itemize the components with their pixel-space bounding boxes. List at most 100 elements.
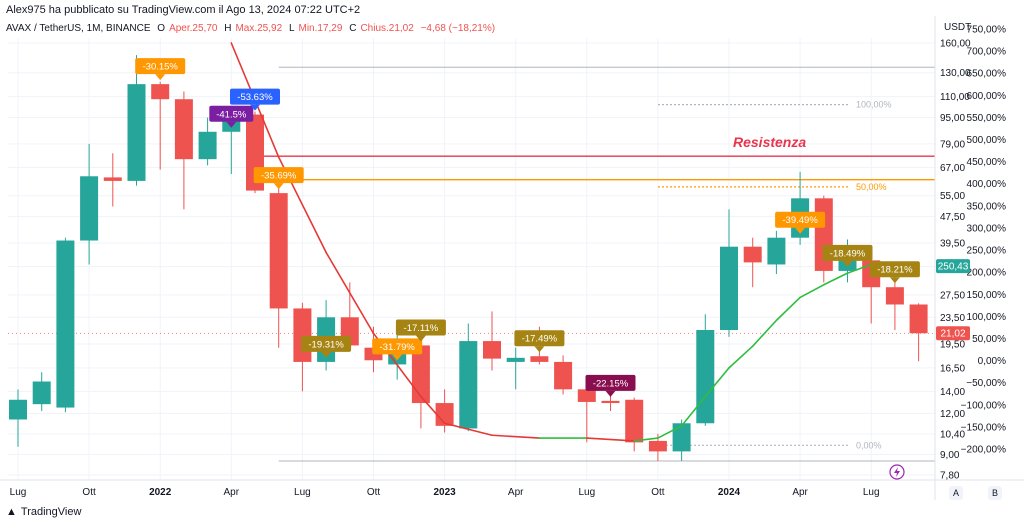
candle-body <box>293 308 312 362</box>
ma-segment <box>680 395 707 427</box>
x-tick-label: Lug <box>863 487 880 498</box>
lightning-icon <box>889 464 905 480</box>
y2-tick-label: 200,00% <box>967 268 1007 279</box>
callout-label: -35.69% <box>261 171 297 182</box>
ma-segment <box>325 251 375 335</box>
symbol-legend: AVAX / TetherUS, 1M, BINANCE O Aper.25,70… <box>6 23 499 34</box>
y-tick-label: 55,00 <box>940 191 965 202</box>
callout-box <box>301 335 352 352</box>
tradingview-icon: ▲ <box>6 506 17 518</box>
brand-name: TradingView <box>20 506 82 518</box>
tradingview-logo[interactable]: ▲ TradingView <box>6 506 81 518</box>
candle-body <box>648 440 667 452</box>
y2-tick-label: 700,00% <box>967 47 1007 58</box>
callout-box <box>230 88 280 105</box>
candle-body <box>56 240 75 408</box>
callout-label: -31.79% <box>380 342 416 353</box>
high-value: Max.25,92 <box>235 23 283 34</box>
y-tick-label: 67,00 <box>940 163 965 174</box>
callout-label: -41.5% <box>216 109 247 120</box>
callout-label: -18.21% <box>877 265 913 276</box>
candle-body <box>506 357 525 362</box>
close-label: C <box>349 23 357 34</box>
y2-tick-label: 600,00% <box>967 91 1007 102</box>
callout-box <box>253 167 304 184</box>
y2-tick-label: −150,00% <box>961 422 1006 433</box>
callout-box <box>822 244 873 261</box>
log-scale-button[interactable]: B <box>988 486 1002 500</box>
candle-body <box>9 399 27 420</box>
y-tick-label: 47,50 <box>940 212 965 223</box>
y-tick-label: 7,80 <box>940 471 960 482</box>
candle-body <box>483 341 501 359</box>
y2-tick-label: 400,00% <box>967 179 1007 190</box>
y-tick-label: 16,50 <box>940 363 965 374</box>
candle-body <box>174 99 193 160</box>
symbol-name[interactable]: AVAX / TetherUS, 1M, BINANCE <box>6 23 151 34</box>
y2-tick-label: 550,00% <box>967 113 1007 124</box>
close-value: Chius.21,02 <box>360 23 414 34</box>
y-tick-label: 9,00 <box>940 450 960 461</box>
candle-body <box>554 361 573 390</box>
x-tick-label: Lug <box>578 487 595 498</box>
ma-segment <box>443 422 493 437</box>
ma-segment <box>822 272 849 286</box>
candle-body <box>435 403 454 426</box>
candle-body <box>672 423 691 452</box>
candle-body <box>269 193 288 309</box>
callout-pointer <box>842 260 853 267</box>
candle-body <box>909 304 928 334</box>
callout-label: -39.49% <box>782 215 818 226</box>
candle-body <box>601 400 620 404</box>
y2-tick-label: 450,00% <box>967 157 1007 168</box>
ma-price-badge <box>936 259 970 274</box>
fib-label: 100,00% <box>856 100 892 110</box>
low-value: Min.17,29 <box>298 23 343 34</box>
y-tick-label: 19,50 <box>940 339 965 350</box>
callout-label: -30.15% <box>143 62 179 73</box>
current-price-label: 21,02 <box>940 329 965 340</box>
callout-box <box>209 105 254 122</box>
y2-tick-label: 250,00% <box>967 246 1007 257</box>
candle-body <box>411 345 430 404</box>
y2-tick-label: 650,00% <box>967 69 1007 80</box>
callout-pointer <box>250 104 260 111</box>
candle-body <box>32 381 51 405</box>
x-tick-label: Apr <box>224 487 240 498</box>
candle-body <box>127 84 146 181</box>
callout-label: -18.49% <box>830 248 866 259</box>
callout-box <box>775 211 826 228</box>
current-price-badge <box>936 326 970 341</box>
x-tick-label: Lug <box>10 487 27 498</box>
x-tick-label: Lug <box>294 487 311 498</box>
y-tick-label: 27,50 <box>940 290 965 301</box>
x-tick-label: Ott <box>367 487 381 498</box>
candle-body <box>743 246 762 263</box>
candle-body <box>103 177 122 181</box>
low-label: L <box>288 23 295 34</box>
callout-label: -17.49% <box>522 334 558 345</box>
y-tick-label: 14,00 <box>940 387 965 398</box>
candle-body <box>696 330 715 424</box>
ma-segment <box>775 296 801 322</box>
candle-body <box>885 287 904 305</box>
callout-box <box>869 261 920 278</box>
callout-pointer <box>415 335 426 342</box>
y2-tick-label: −200,00% <box>961 445 1006 456</box>
auto-scale-button[interactable]: A <box>949 486 963 500</box>
y2-tick-label: 350,00% <box>967 201 1007 212</box>
callout-pointer <box>321 351 332 358</box>
open-label: O <box>157 23 166 34</box>
ma-segment <box>704 367 730 398</box>
callout-box <box>514 330 565 347</box>
callout-box <box>585 374 636 391</box>
y-tick-label: 12,00 <box>940 409 965 420</box>
fib-label: 0,00% <box>856 440 882 450</box>
callout-pointer <box>273 183 284 190</box>
candle-body <box>530 356 549 362</box>
ma-segment <box>491 434 541 439</box>
ma-segment <box>751 319 778 347</box>
y2-tick-label: 300,00% <box>967 223 1007 234</box>
candle-body <box>198 131 217 160</box>
